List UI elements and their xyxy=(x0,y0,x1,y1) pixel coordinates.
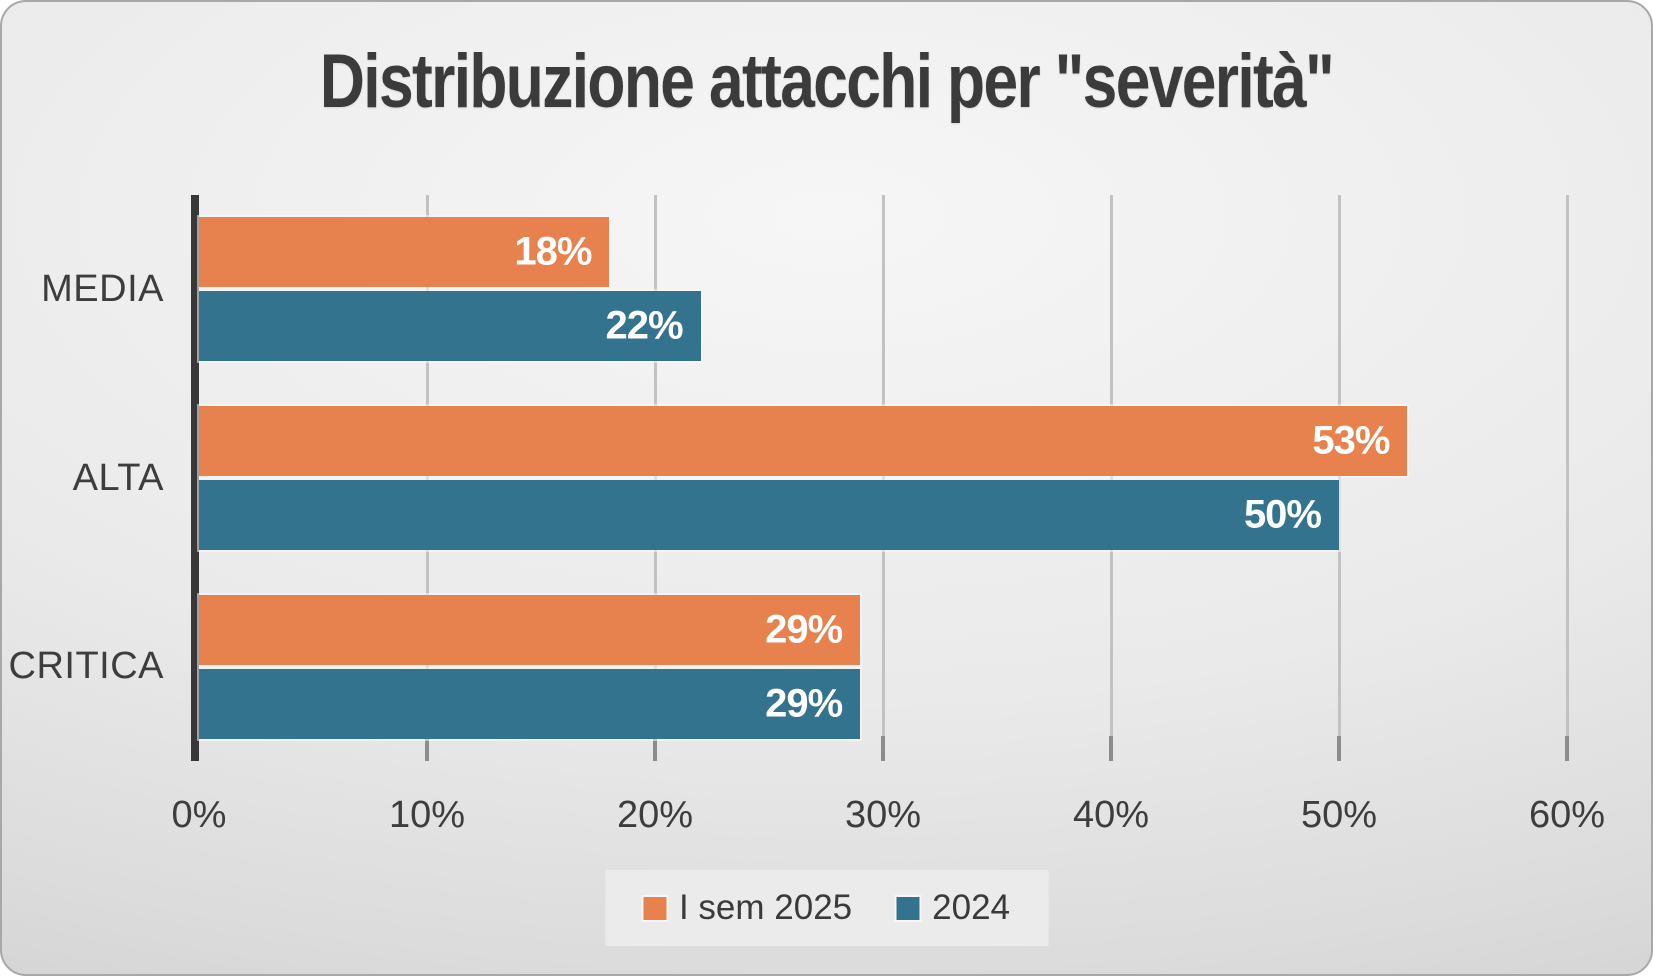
x-tick-label-50: 50% xyxy=(1300,794,1378,836)
legend-item-i-sem-2025: I sem 2025 xyxy=(642,888,853,928)
tick-mark-60 xyxy=(1565,736,1569,761)
bar-2024-critica: 29% xyxy=(199,668,861,739)
gridline-30 xyxy=(882,195,885,761)
x-tick-label-10: 10% xyxy=(388,794,466,836)
bar-value-label-2024-critica: 29% xyxy=(765,681,843,726)
gridline-40 xyxy=(1110,195,1113,761)
bar-value-label-i-sem-2025-critica: 29% xyxy=(765,607,843,652)
x-axis-tick-labels: 0% 10% 20% 30% 40% 50% 60% xyxy=(172,794,1605,840)
x-tick-label-30: 30% xyxy=(844,794,922,836)
gridline-50 xyxy=(1338,195,1341,761)
legend-label-2024: 2024 xyxy=(932,888,1011,927)
legend-label-i-sem-2025: I sem 2025 xyxy=(678,888,853,927)
bar-i-sem-2025-critica: 29% xyxy=(199,594,861,665)
tick-mark-50 xyxy=(1337,736,1341,761)
legend-item-2024: 2024 xyxy=(896,888,1010,928)
gridline-20 xyxy=(654,195,657,761)
bar-2024-media: 22% xyxy=(199,291,701,362)
plot-area: 18% 22% 53% 50% 29% 29% xyxy=(191,195,1569,761)
y-category-label-alta: ALTA xyxy=(72,456,164,499)
chart-title: Distribuzione attacchi per "severità" xyxy=(319,39,1335,124)
legend-swatch-2024 xyxy=(896,896,920,920)
bar-2024-alta: 50% xyxy=(199,480,1339,550)
category-band-critica: 29% 29% xyxy=(199,572,1567,761)
bar-value-label-i-sem-2025-alta: 53% xyxy=(1312,418,1390,463)
x-tick-label-20: 20% xyxy=(616,794,694,836)
x-tick-label-40: 40% xyxy=(1072,794,1150,836)
legend: I sem 2025 2024 xyxy=(604,870,1049,946)
y-category-label-critica: CRITICA xyxy=(8,645,164,688)
tick-mark-40 xyxy=(1109,736,1113,761)
x-tick-label-60: 60% xyxy=(1528,794,1606,836)
tick-mark-20 xyxy=(653,736,657,761)
y-axis-category-labels: MEDIA ALTA CRITICA xyxy=(2,195,164,761)
x-tick-label-0: 0% xyxy=(171,794,227,836)
bar-i-sem-2025-alta: 53% xyxy=(199,406,1408,476)
category-band-alta: 53% 50% xyxy=(199,384,1567,573)
bar-i-sem-2025-media: 18% xyxy=(199,217,610,288)
tick-mark-10 xyxy=(425,736,429,761)
bar-value-label-i-sem-2025-media: 18% xyxy=(514,229,592,274)
tick-mark-30 xyxy=(881,736,885,761)
gridline-10 xyxy=(426,195,429,761)
category-band-media: 18% 22% xyxy=(199,195,1567,384)
gridline-60 xyxy=(1566,195,1569,761)
bars-layer: 18% 22% 53% 50% 29% 29% xyxy=(199,195,1567,761)
y-axis-line xyxy=(191,195,199,761)
y-category-label-media: MEDIA xyxy=(41,267,164,310)
legend-swatch-i-sem-2025 xyxy=(642,896,666,920)
bar-value-label-2024-media: 22% xyxy=(605,303,684,348)
bar-value-label-2024-alta: 50% xyxy=(1243,492,1322,537)
